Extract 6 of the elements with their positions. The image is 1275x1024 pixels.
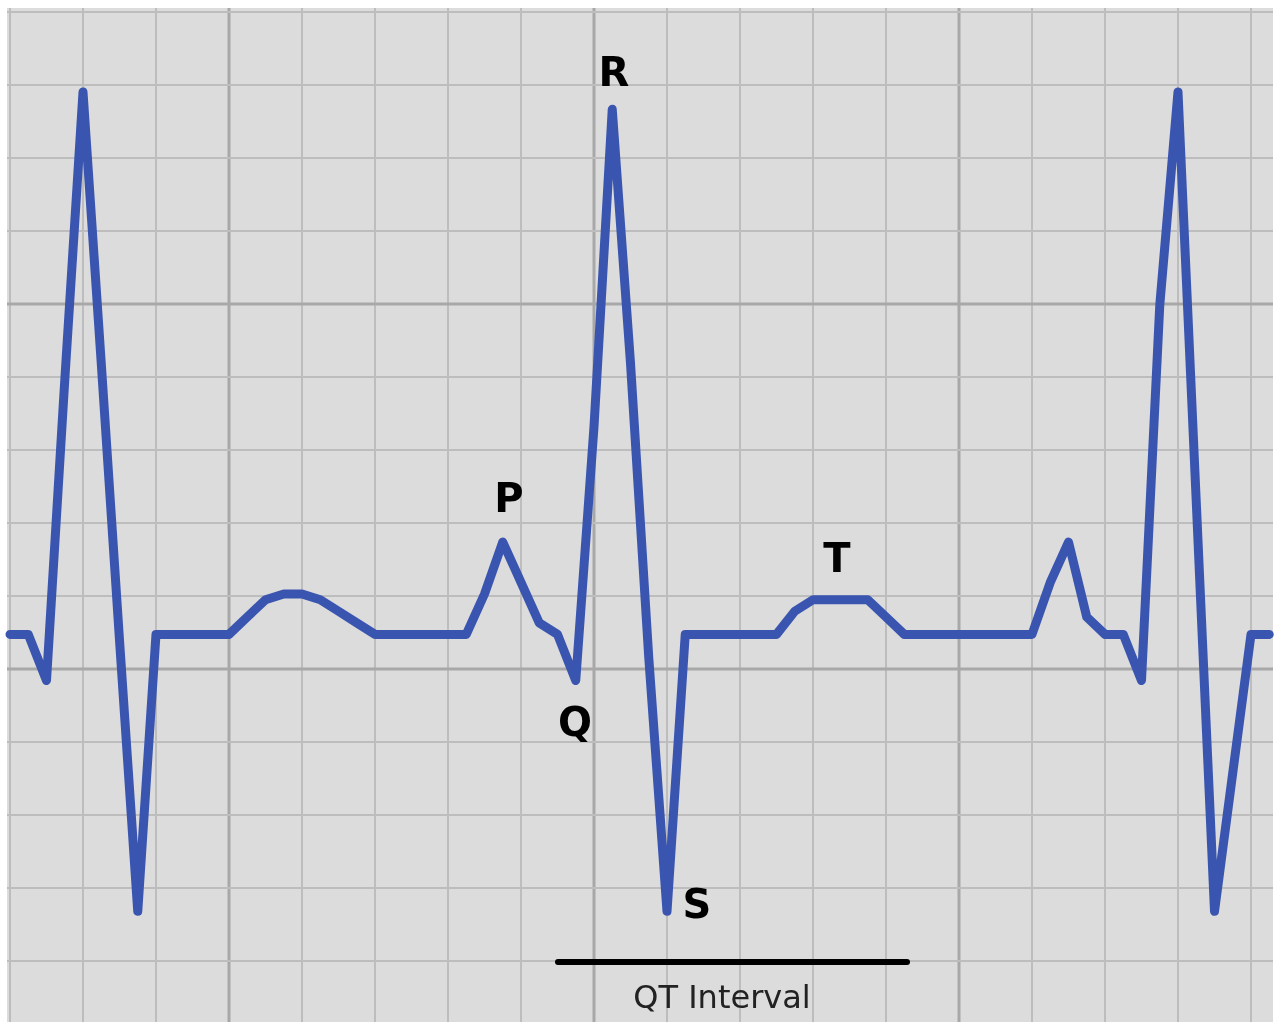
annotation: Q	[557, 699, 593, 745]
annotation: P	[494, 475, 524, 521]
annotation: S	[682, 881, 712, 927]
annotation: T	[823, 535, 852, 581]
annotation: R	[598, 49, 630, 95]
text: QT Interval	[633, 978, 811, 1016]
